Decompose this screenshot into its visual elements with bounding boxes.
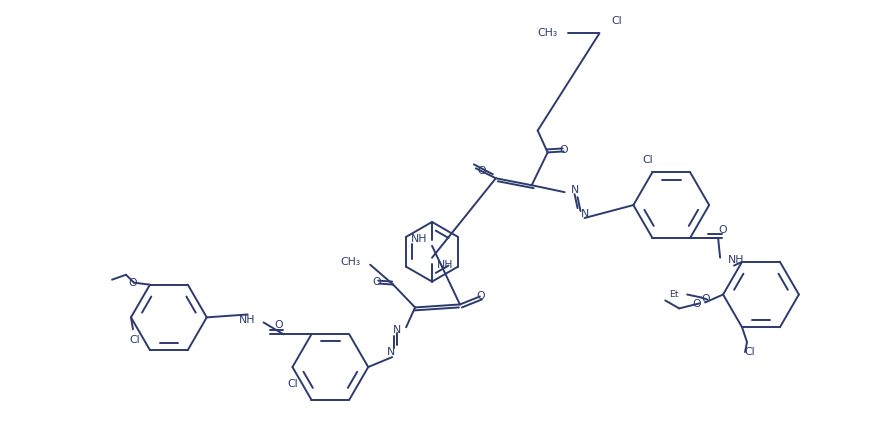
Text: O: O: [128, 278, 137, 288]
Text: Cl: Cl: [642, 156, 652, 165]
Text: N: N: [393, 325, 401, 335]
Text: NH: NH: [437, 260, 453, 270]
Text: CH₃: CH₃: [538, 28, 558, 38]
Text: O: O: [476, 292, 484, 302]
Text: O: O: [693, 300, 702, 310]
Text: O: O: [702, 294, 710, 304]
Text: N: N: [387, 347, 396, 357]
Text: Cl: Cl: [745, 347, 755, 357]
Text: CH₃: CH₃: [340, 257, 360, 267]
Text: O: O: [478, 166, 486, 176]
Text: O: O: [275, 320, 282, 330]
Text: NH: NH: [410, 234, 427, 244]
Text: N: N: [581, 209, 588, 219]
Text: O: O: [719, 225, 727, 235]
Text: O: O: [373, 276, 381, 286]
Text: O: O: [560, 146, 568, 155]
Text: Cl: Cl: [287, 379, 298, 389]
Text: Cl: Cl: [130, 335, 140, 345]
Text: NH: NH: [728, 255, 745, 265]
Text: Et: Et: [670, 290, 679, 299]
Text: N: N: [571, 185, 579, 195]
Text: NH: NH: [239, 315, 255, 325]
Text: Cl: Cl: [611, 16, 622, 26]
